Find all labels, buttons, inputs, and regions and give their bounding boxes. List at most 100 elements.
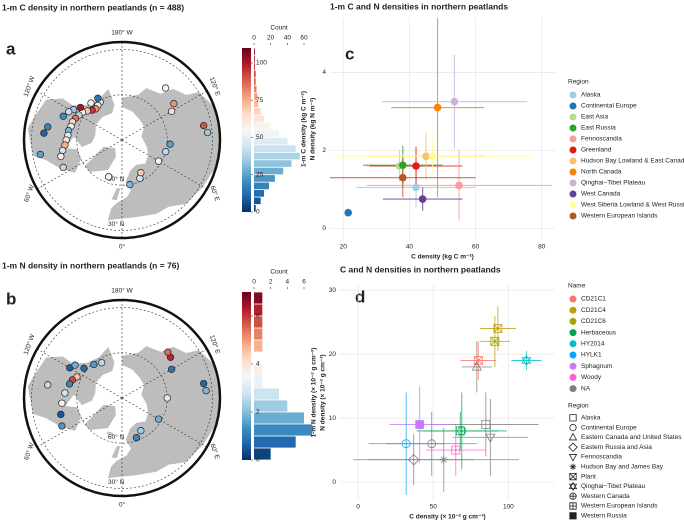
site-point <box>71 361 79 369</box>
hist-bar <box>254 137 288 145</box>
legend-label: Qinghai−Tibet Plateau <box>581 180 646 187</box>
hist-bar <box>254 145 296 152</box>
map-border <box>22 40 222 240</box>
legend-key <box>568 442 578 452</box>
colorbar <box>242 292 251 460</box>
site-point <box>65 380 74 388</box>
point <box>412 183 420 192</box>
point <box>398 173 407 182</box>
hist-bar <box>254 130 279 138</box>
hist-bar <box>254 376 263 388</box>
legend-label: West Canada <box>581 191 621 198</box>
panel-title: 1-m C and N densities in northern peatla… <box>330 1 508 11</box>
hist-bar <box>254 412 304 424</box>
hist-bar <box>254 340 263 352</box>
lon-label: 60° E <box>208 443 221 461</box>
hist-bar <box>254 182 269 190</box>
site-point <box>58 399 66 407</box>
site-point <box>203 128 212 137</box>
site-point <box>167 107 176 116</box>
hist-bar <box>254 167 284 175</box>
x-tick-label: 40 <box>406 244 414 251</box>
site-point <box>65 108 73 116</box>
legend-label: CD21C4 <box>581 307 606 314</box>
legend-label: Greenland <box>581 147 612 154</box>
x-tick-label: 80 <box>538 244 546 251</box>
hist-bar <box>254 304 263 316</box>
panel-title: 1-m C density in northern peatlands (n =… <box>2 2 184 12</box>
x-tick-label: 100 <box>503 504 514 511</box>
site-point <box>170 100 178 108</box>
hist-title: Count <box>270 25 288 32</box>
landmass <box>107 346 220 479</box>
site-point <box>87 99 95 107</box>
landmass <box>111 445 121 459</box>
point <box>427 439 437 449</box>
site-point <box>58 422 66 430</box>
hist-bar <box>254 328 263 340</box>
hist-bar <box>254 436 296 448</box>
count-label: 60 <box>300 35 308 42</box>
panel-label: a <box>6 39 16 58</box>
x-tick-label: 50 <box>430 504 438 511</box>
count-label: 6 <box>302 279 306 286</box>
site-point <box>40 129 48 137</box>
legend-key <box>569 385 577 393</box>
landmass <box>27 347 115 431</box>
legend-key <box>568 481 578 492</box>
legend-label: North Canada <box>581 169 622 176</box>
legend-label: Plant <box>581 473 596 480</box>
hist-bar <box>254 364 263 376</box>
lon-grid <box>121 397 208 448</box>
site-point <box>200 121 208 130</box>
map-border <box>22 298 222 498</box>
site-point <box>44 123 52 131</box>
colorbar-label: 0 <box>256 457 260 464</box>
legend-label: Herbaceous <box>581 329 617 336</box>
count-label: 2 <box>269 279 273 286</box>
hist-bar <box>254 85 257 93</box>
legend-key <box>569 463 577 470</box>
lon-grid <box>36 397 123 448</box>
legend-key <box>569 146 577 154</box>
hist-bar <box>254 55 255 63</box>
legend-key <box>568 454 578 462</box>
legend-key <box>569 473 577 481</box>
point <box>418 195 427 203</box>
legend-title: Region <box>568 79 589 86</box>
legend-key <box>569 329 577 337</box>
site-point <box>162 148 170 156</box>
lat-label: 60° N <box>108 175 125 183</box>
legend-key <box>569 124 577 132</box>
lon-label: 180° W <box>111 287 133 295</box>
hist-bar <box>254 448 271 460</box>
landmass <box>84 146 116 172</box>
site-point <box>161 84 170 92</box>
site-point <box>59 163 67 172</box>
point <box>451 445 461 455</box>
legend-label: NA <box>581 385 591 392</box>
legend-label: Fennoscandia <box>581 136 622 143</box>
hist-bar <box>254 70 256 78</box>
hist-bar <box>254 63 255 70</box>
legend-label: Sphagnum <box>581 363 612 370</box>
hist-bar <box>254 152 300 160</box>
point <box>485 433 496 443</box>
legend-label: Eastern Russia and Asia <box>581 444 652 451</box>
point <box>439 455 448 464</box>
legend-key <box>569 362 577 370</box>
lon-label: 60° E <box>208 185 221 203</box>
y-tick-label: 0 <box>322 225 326 232</box>
point <box>455 426 465 436</box>
count-label: 20 <box>267 35 275 42</box>
colorbar-label: 50 <box>256 134 264 141</box>
legend-key <box>569 317 577 325</box>
site-point <box>76 103 85 112</box>
legend-label: HYLK1 <box>581 352 602 359</box>
hist-bar <box>254 204 256 212</box>
legend-key <box>569 102 577 110</box>
hist-bar <box>254 100 259 108</box>
hist-bar <box>254 108 261 115</box>
legend-key <box>569 135 577 143</box>
